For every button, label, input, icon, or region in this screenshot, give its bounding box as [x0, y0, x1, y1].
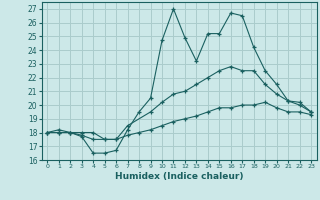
X-axis label: Humidex (Indice chaleur): Humidex (Indice chaleur) — [115, 172, 244, 181]
